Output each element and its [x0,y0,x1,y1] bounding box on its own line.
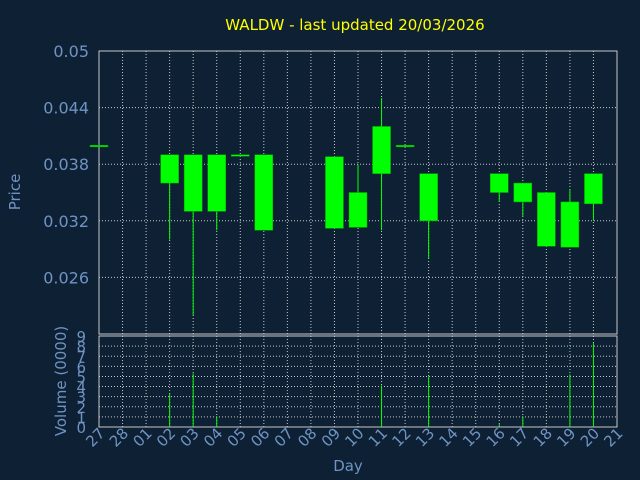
candle-body [513,182,533,203]
price-tick-label: 0.05 [53,42,89,61]
x-axis-label: Day [333,457,363,475]
candle-body [231,154,250,157]
candle-body [89,145,109,148]
volume-tick-label: 9 [76,328,86,346]
chart-title: WALDW - last updated 20/03/2026 [225,16,484,34]
candle-body [395,145,415,148]
candle-body [325,156,344,229]
candle-body [348,192,368,228]
price-tick-label: 0.032 [43,212,89,231]
candle-body [560,201,580,248]
volume-tick-label: 2 [76,399,86,417]
price-tick-label: 0.044 [43,99,89,118]
price-tick-label: 0.038 [43,155,89,174]
volume-tick-label: 3 [76,389,86,407]
volume-tick-label: 8 [76,338,86,356]
candle-body [254,154,274,231]
candle-body [584,173,603,205]
candle-body [207,154,226,212]
volume-axis-label: Volume (0000) [52,326,70,436]
volume-tick-label: 5 [76,368,86,386]
price-panel: 0.05 0.044 0.038 0.032 0.026 [43,42,618,335]
candle-body [372,126,391,174]
candle-body [490,173,509,193]
volume-tick-label: 7 [76,348,86,366]
candle-body [160,154,179,184]
volume-tick-label: 1 [76,409,86,427]
candle-body [183,154,203,212]
price-tick-label: 0.026 [43,268,89,287]
volume-tick-label: 6 [76,358,86,376]
price-axis-label: Price [6,174,24,211]
candle-body [537,192,556,247]
volume-tick-label: 0 [76,419,86,437]
candle-body [419,173,438,222]
volume-tick-label: 4 [76,379,86,397]
